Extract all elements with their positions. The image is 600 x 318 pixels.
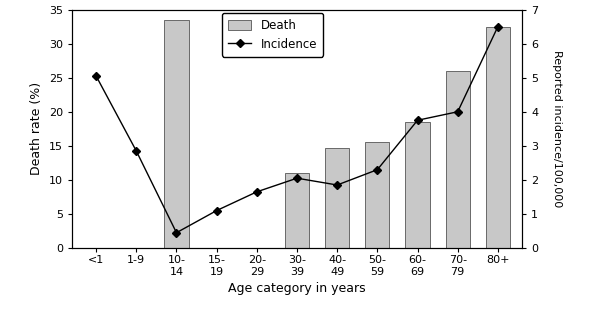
Bar bbox=[164, 20, 188, 248]
Bar bbox=[365, 142, 389, 248]
Bar bbox=[486, 27, 510, 248]
Legend: Death, Incidence: Death, Incidence bbox=[222, 13, 323, 57]
X-axis label: Age category in years: Age category in years bbox=[228, 282, 366, 295]
Bar bbox=[446, 71, 470, 248]
Y-axis label: Reported incidence/100,000: Reported incidence/100,000 bbox=[552, 50, 562, 207]
Bar bbox=[325, 148, 349, 248]
Bar bbox=[285, 173, 309, 248]
Y-axis label: Death rate (%): Death rate (%) bbox=[30, 82, 43, 175]
Bar bbox=[406, 122, 430, 248]
